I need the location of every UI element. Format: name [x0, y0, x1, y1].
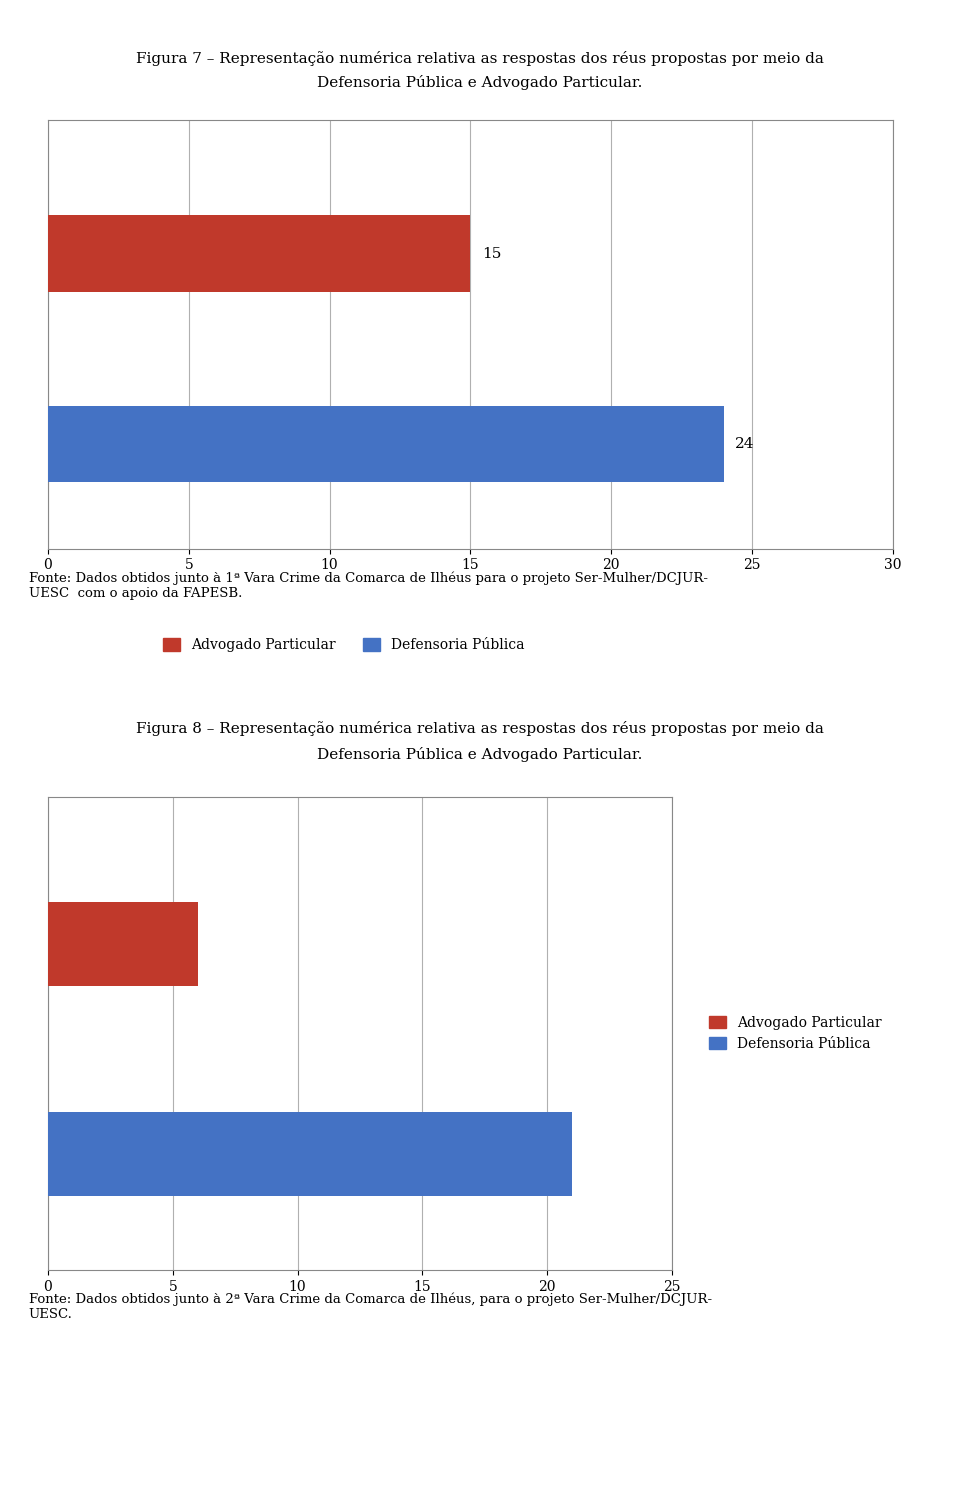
Bar	[48, 902, 198, 986]
Text: 15: 15	[482, 246, 501, 260]
Legend: Advogado Particular, Defensoria Pública: Advogado Particular, Defensoria Pública	[704, 1010, 887, 1057]
Text: Fonte: Dados obtidos junto à 2ª Vara Crime da Comarca de Ilhéus, para o projeto : Fonte: Dados obtidos junto à 2ª Vara Cri…	[29, 1293, 712, 1321]
Legend: Advogado Particular, Defensoria Pública: Advogado Particular, Defensoria Pública	[157, 633, 530, 658]
Text: Defensoria Pública e Advogado Particular.: Defensoria Pública e Advogado Particular…	[318, 747, 642, 762]
Bar	[48, 215, 470, 292]
Text: Figura 7 – Representação numérica relativa as respostas dos réus propostas por m: Figura 7 – Representação numérica relati…	[136, 51, 824, 66]
Bar	[48, 1112, 572, 1196]
Text: Defensoria Pública e Advogado Particular.: Defensoria Pública e Advogado Particular…	[318, 75, 642, 90]
Text: 24: 24	[735, 437, 755, 451]
Text: Figura 8 – Representação numérica relativa as respostas dos réus propostas por m: Figura 8 – Representação numérica relati…	[136, 721, 824, 736]
Bar	[48, 406, 724, 482]
Text: Fonte: Dados obtidos junto à 1ª Vara Crime da Comarca de Ilhéus para o projeto S: Fonte: Dados obtidos junto à 1ª Vara Cri…	[29, 571, 708, 600]
